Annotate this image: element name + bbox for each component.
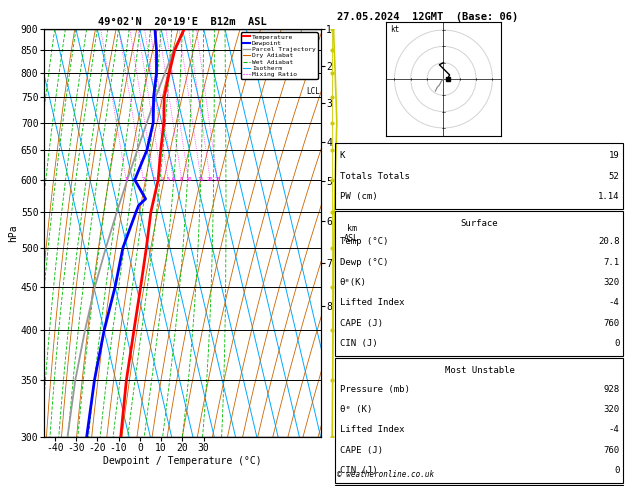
Text: kt: kt bbox=[390, 25, 399, 35]
Text: CIN (J): CIN (J) bbox=[340, 339, 377, 348]
Text: Surface: Surface bbox=[461, 219, 498, 228]
Text: 49°02'N  20°19'E  B12m  ASL: 49°02'N 20°19'E B12m ASL bbox=[98, 17, 267, 27]
Text: Pressure (mb): Pressure (mb) bbox=[340, 384, 409, 394]
Y-axis label: hPa: hPa bbox=[8, 225, 18, 242]
Text: K: K bbox=[340, 151, 345, 160]
Text: 20.8: 20.8 bbox=[598, 237, 620, 246]
Text: 5: 5 bbox=[167, 177, 170, 182]
Text: 6: 6 bbox=[172, 177, 175, 182]
Text: PW (cm): PW (cm) bbox=[340, 192, 377, 201]
Text: 760: 760 bbox=[603, 319, 620, 328]
Text: 15: 15 bbox=[198, 177, 204, 182]
Text: Lifted Index: Lifted Index bbox=[340, 298, 404, 308]
Text: 27.05.2024  12GMT  (Base: 06): 27.05.2024 12GMT (Base: 06) bbox=[337, 12, 518, 22]
Text: θᵉ (K): θᵉ (K) bbox=[340, 405, 372, 414]
Text: 928: 928 bbox=[603, 384, 620, 394]
Text: © weatheronline.co.uk: © weatheronline.co.uk bbox=[337, 469, 433, 479]
Text: 3: 3 bbox=[152, 177, 155, 182]
Text: 52: 52 bbox=[609, 172, 620, 180]
Text: Totals Totals: Totals Totals bbox=[340, 172, 409, 180]
Text: 7.1: 7.1 bbox=[603, 258, 620, 267]
Text: Dewp (°C): Dewp (°C) bbox=[340, 258, 388, 267]
Text: 320: 320 bbox=[603, 278, 620, 287]
Y-axis label: km
ASL: km ASL bbox=[344, 224, 359, 243]
Text: 320: 320 bbox=[603, 405, 620, 414]
Text: 25: 25 bbox=[214, 177, 221, 182]
Text: -4: -4 bbox=[609, 298, 620, 308]
Text: 19: 19 bbox=[609, 151, 620, 160]
Text: CIN (J): CIN (J) bbox=[340, 466, 377, 475]
Text: 1: 1 bbox=[125, 177, 128, 182]
Legend: Temperature, Dewpoint, Parcel Trajectory, Dry Adiabat, Wet Adiabat, Isotherm, Mi: Temperature, Dewpoint, Parcel Trajectory… bbox=[241, 32, 318, 79]
Text: CAPE (J): CAPE (J) bbox=[340, 446, 382, 455]
Text: 20: 20 bbox=[207, 177, 213, 182]
Text: θᵉ(K): θᵉ(K) bbox=[340, 278, 367, 287]
Text: Temp (°C): Temp (°C) bbox=[340, 237, 388, 246]
Text: 8: 8 bbox=[180, 177, 184, 182]
Text: 0: 0 bbox=[614, 339, 620, 348]
Text: 10: 10 bbox=[185, 177, 192, 182]
Text: 4: 4 bbox=[160, 177, 164, 182]
Text: LCL: LCL bbox=[306, 87, 320, 97]
Text: -4: -4 bbox=[609, 425, 620, 434]
Text: 1.14: 1.14 bbox=[598, 192, 620, 201]
Text: CAPE (J): CAPE (J) bbox=[340, 319, 382, 328]
Text: 760: 760 bbox=[603, 446, 620, 455]
Text: 0: 0 bbox=[614, 466, 620, 475]
Text: Lifted Index: Lifted Index bbox=[340, 425, 404, 434]
Text: Most Unstable: Most Unstable bbox=[445, 366, 515, 375]
X-axis label: Dewpoint / Temperature (°C): Dewpoint / Temperature (°C) bbox=[103, 456, 262, 466]
Text: 2: 2 bbox=[142, 177, 145, 182]
